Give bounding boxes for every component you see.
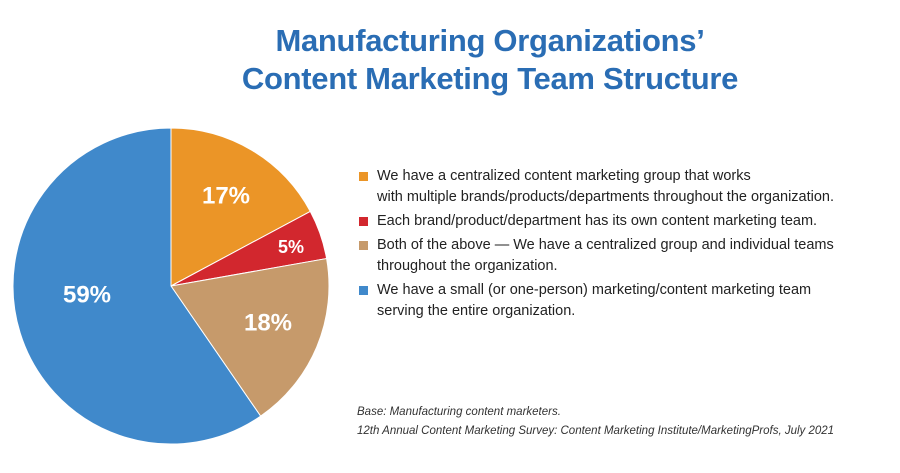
footnote-source: 12th Annual Content Marketing Survey: Co… [357, 425, 835, 437]
legend-label: throughout the organization. [377, 258, 558, 274]
pie-slice-label: 59% [63, 282, 111, 309]
legend-item: Both of the above — We have a centralize… [357, 235, 892, 277]
footnote-base: Base: Manufacturing content marketers. [357, 406, 561, 418]
legend-item: Each brand/product/department has its ow… [357, 211, 892, 232]
legend-label: We have a small (or one-person) marketin… [377, 282, 812, 298]
legend-item: We have a small (or one-person) marketin… [357, 280, 892, 322]
pie-chart: 17% 5% 18% 59% [12, 127, 330, 445]
chart-footnote: Base: Manufacturing content marketers. 1… [357, 403, 887, 441]
chart-title-line-1: Manufacturing Organizations’ [275, 23, 705, 58]
pie-slice [170, 127, 311, 287]
legend-label: Both of the above — We have a centralize… [377, 237, 834, 253]
pie-slice-label: 17% [202, 183, 250, 210]
legend-item: We have a centralized content marketing … [357, 166, 892, 208]
pie-slice [170, 257, 330, 417]
legend-swatch [359, 172, 368, 181]
legend-label: We have a centralized content marketing … [377, 168, 751, 184]
legend-swatch [359, 217, 368, 226]
chart-title-line-2: Content Marketing Team Structure [241, 61, 739, 96]
chart-title: Manufacturing Organizations’ Content Mar… [170, 22, 810, 98]
legend-swatch [359, 286, 368, 295]
legend-label: Each brand/product/department has its ow… [377, 213, 818, 229]
chart-legend: We have a centralized content marketing … [357, 166, 892, 325]
pie-slice [12, 127, 262, 445]
legend-swatch [359, 241, 368, 250]
pie-slice-label: 5% [278, 237, 304, 257]
legend-label: serving the entire organization. [377, 303, 576, 319]
pie-slice-label: 18% [244, 310, 292, 337]
legend-label: with multiple brands/products/department… [377, 189, 835, 205]
